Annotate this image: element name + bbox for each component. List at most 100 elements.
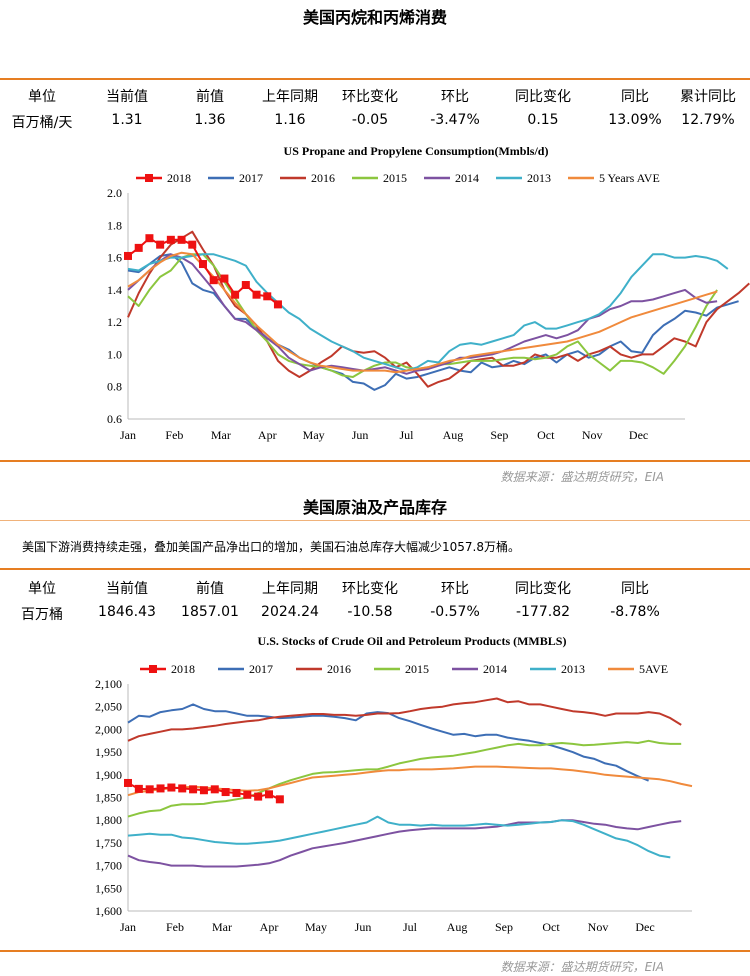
- chart2-x-tick-label: Oct: [542, 920, 560, 934]
- chart2-x-tick-label: May: [305, 920, 327, 934]
- section2-title-rule: [0, 520, 750, 521]
- legend-label: 2015: [383, 171, 407, 185]
- legend-item-2018: 2018: [140, 662, 195, 676]
- series-point-2018: [254, 792, 263, 801]
- chart1-y-tick-label: 1.2: [107, 315, 122, 329]
- series-point-2018: [198, 260, 207, 269]
- chart1-y-tick-label: 1.4: [107, 283, 122, 297]
- chart2-x-tick-label: Aug: [447, 920, 468, 934]
- section1-header-cell-0: 单位: [28, 89, 56, 105]
- legend-label: 2017: [249, 662, 273, 676]
- legend-item-5-years-ave: 5 Years AVE: [568, 171, 660, 185]
- legend-item-2015: 2015: [352, 171, 407, 185]
- series-point-2018: [210, 785, 219, 794]
- legend-label: 2013: [527, 171, 551, 185]
- series-point-2018: [177, 235, 186, 244]
- section1-value-cell-4: -0.05: [351, 112, 389, 128]
- section2-value-cell-5: -0.57%: [430, 604, 480, 620]
- chart2-y-tick-label: 1,700: [95, 859, 122, 873]
- chart1-y-tick-label: 0.8: [107, 380, 122, 394]
- section1-header-cell-8: 累计同比: [680, 89, 736, 105]
- section2-title: 美国原油及产品库存: [302, 498, 447, 517]
- series-point-2018: [265, 790, 273, 799]
- chart2-x-tick-label: Jan: [120, 920, 136, 934]
- legend-label: 2018: [171, 662, 195, 676]
- chart2-x-tick-label: Dec: [635, 920, 654, 934]
- series-line-2016: [127, 230, 750, 388]
- crude-stocks-chart: U.S. Stocks of Crude Oil and Petroleum P…: [95, 634, 693, 934]
- chart2-y-tick-label: 2,100: [95, 677, 122, 691]
- series-point-2018: [124, 251, 132, 260]
- legend-item-2014: 2014: [452, 662, 507, 676]
- section1-header-cell-7: 同比: [621, 89, 649, 105]
- section1-value-cell-7: 13.09%: [608, 112, 662, 128]
- legend-label: 2017: [239, 171, 263, 185]
- legend-item-2014: 2014: [424, 171, 479, 185]
- legend-marker: [149, 665, 157, 673]
- chart2-y-tick-label: 1,900: [95, 768, 122, 782]
- series-point-2018: [124, 778, 132, 787]
- section2-header-cell-6: 同比变化: [515, 581, 571, 597]
- section1-table-header-row: 单位 当前值 前值 上年同期 环比变化 环比 同比变化 同比 累计同比: [0, 86, 750, 108]
- series-point-2018: [199, 786, 208, 795]
- chart1-y-tick-label: 2.0: [107, 186, 122, 200]
- series-point-2018: [167, 783, 176, 792]
- section2-value-cell-1: 1846.43: [98, 604, 156, 620]
- chart1-y-tick-label: 0.6: [107, 412, 122, 426]
- series-point-2018: [134, 784, 143, 793]
- legend-label: 2014: [483, 662, 507, 676]
- chart2-legend: 2018 2017 2016 2015 2014 2013 5AVE: [140, 662, 668, 676]
- legend-item-5ave: 5AVE: [608, 662, 668, 676]
- series-line-2014: [127, 253, 718, 375]
- legend-item-2018: 2018: [136, 171, 191, 185]
- series-point-2018: [221, 788, 230, 797]
- series-point-2018: [241, 281, 250, 290]
- chart1-title: US Propane and Propylene Consumption(Mmb…: [284, 144, 549, 158]
- chart1-x-tick-label: Sep: [490, 428, 508, 442]
- chart1-x-tick-label: Jan: [120, 428, 136, 442]
- section2-header-cell-4: 环比变化: [342, 581, 398, 597]
- section1-value-cell-0: 百万桶/天: [11, 115, 73, 131]
- chart2-x-tick-label: Feb: [166, 920, 184, 934]
- legend-label: 2018: [167, 171, 191, 185]
- section2-header-cell-1: 当前值: [106, 581, 148, 597]
- series-line-2014: [127, 819, 682, 868]
- series-point-2018: [275, 795, 284, 804]
- legend-item-2017: 2017: [218, 662, 273, 676]
- section2-table-value-row: 百万桶 1846.43 1857.01 2024.24 -10.58 -0.57% -177…: [0, 604, 750, 626]
- chart1-x-tick-label: Aug: [443, 428, 464, 442]
- series-point-2018: [189, 785, 198, 794]
- section2-bottom-rule: [0, 950, 750, 952]
- chart2-y-tick-label: 2,000: [95, 722, 122, 736]
- series-point-2018: [156, 240, 165, 249]
- series-point-2018: [145, 234, 154, 243]
- section2-header-cell-3: 上年同期: [262, 581, 318, 597]
- chart1-x-tick-label: Jun: [352, 428, 369, 442]
- legend-item-2015: 2015: [374, 662, 429, 676]
- legend-label: 2015: [405, 662, 429, 676]
- section2-header-cell-2: 前值: [196, 581, 224, 597]
- series-line-2016: [127, 697, 682, 742]
- section1-header-cell-1: 当前值: [106, 89, 148, 105]
- chart1-y-tick-label: 1.0: [107, 347, 122, 361]
- chart1-legend: 2018 2017 2016 2015 2014 2013 5 Years AVE: [136, 171, 660, 185]
- chart2-x-tick-label: Sep: [495, 920, 513, 934]
- section1-top-rule: [0, 78, 750, 80]
- legend-label: 2014: [455, 171, 479, 185]
- series-point-2018: [243, 790, 252, 799]
- chart2-x-tick-label: Nov: [588, 920, 609, 934]
- section1-header-cell-5: 环比: [441, 89, 469, 105]
- chart1-y-tick-label: 1.8: [107, 218, 122, 232]
- chart1-x-tick-label: Jul: [399, 428, 414, 442]
- section2-top-rule: [0, 568, 750, 570]
- series-point-2018: [232, 788, 241, 797]
- section1-value-cell-5: -3.47%: [430, 112, 480, 128]
- section1-source: 数据来源：盛达期货研究，EIA: [500, 470, 664, 484]
- chart1-x-tick-label: Nov: [582, 428, 603, 442]
- section2-table-header-row: 单位 当前值 前值 上年同期 环比变化 环比 同比变化 同比: [0, 578, 750, 600]
- series-point-2018: [156, 784, 165, 793]
- section1-value-cell-6: 0.15: [527, 112, 559, 128]
- chart1-y-tick-label: 1.6: [107, 251, 122, 265]
- legend-label: 2016: [311, 171, 335, 185]
- chart1-x-tick-label: May: [303, 428, 325, 442]
